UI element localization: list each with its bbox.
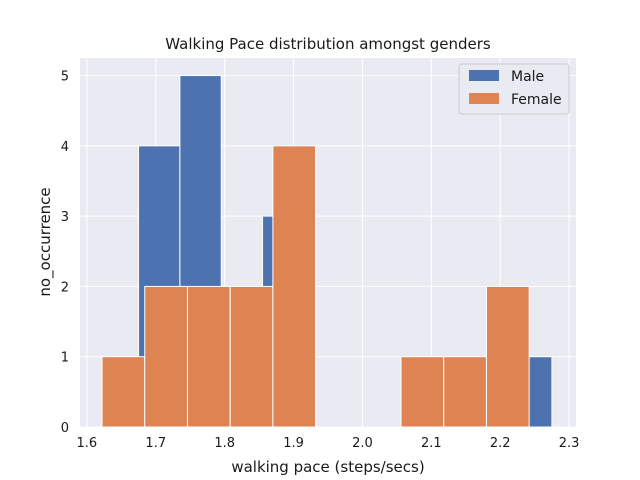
bar-female-5 <box>400 356 445 428</box>
chart-title: Walking Pace distribution amongst gender… <box>165 35 491 53</box>
x-tick-label: 2.0 <box>352 436 373 451</box>
x-tick-label: 2.3 <box>559 436 580 451</box>
legend-swatch-male <box>469 70 499 81</box>
legend: Male Female <box>458 63 570 115</box>
bar-female-7 <box>485 285 530 428</box>
x-tick-label: 1.8 <box>214 436 235 451</box>
y-tick-label: 4 <box>61 140 69 155</box>
bar-female-0 <box>101 356 146 428</box>
legend-label-female: Female <box>511 92 562 108</box>
histogram-bars <box>101 75 553 428</box>
bar-female-1 <box>144 285 188 428</box>
y-tick-label: 2 <box>61 280 69 295</box>
y-tick-label: 0 <box>61 421 69 436</box>
legend-label-male: Male <box>511 69 544 85</box>
y-tick-label: 3 <box>61 210 69 225</box>
x-tick-label: 2.1 <box>421 436 442 451</box>
bar-female-4 <box>272 145 317 428</box>
x-axis-ticks: 1.6 1.7 1.8 1.9 2.0 2.1 2.2 2.3 <box>77 436 580 451</box>
legend-swatch-female <box>469 93 499 104</box>
y-axis-ticks: 0 1 2 3 4 5 <box>61 70 69 436</box>
x-axis-label: walking pace (steps/secs) <box>231 458 424 476</box>
x-tick-label: 1.9 <box>283 436 304 451</box>
bar-female-3 <box>229 285 274 428</box>
x-tick-label: 2.2 <box>490 436 511 451</box>
y-tick-label: 1 <box>61 351 69 366</box>
y-axis-label: no_occurrence <box>36 187 55 296</box>
bar-female-6 <box>443 356 487 428</box>
x-tick-label: 1.7 <box>145 436 166 451</box>
y-tick-label: 5 <box>61 70 69 85</box>
bar-female-2 <box>186 285 231 428</box>
x-tick-label: 1.6 <box>77 436 98 451</box>
